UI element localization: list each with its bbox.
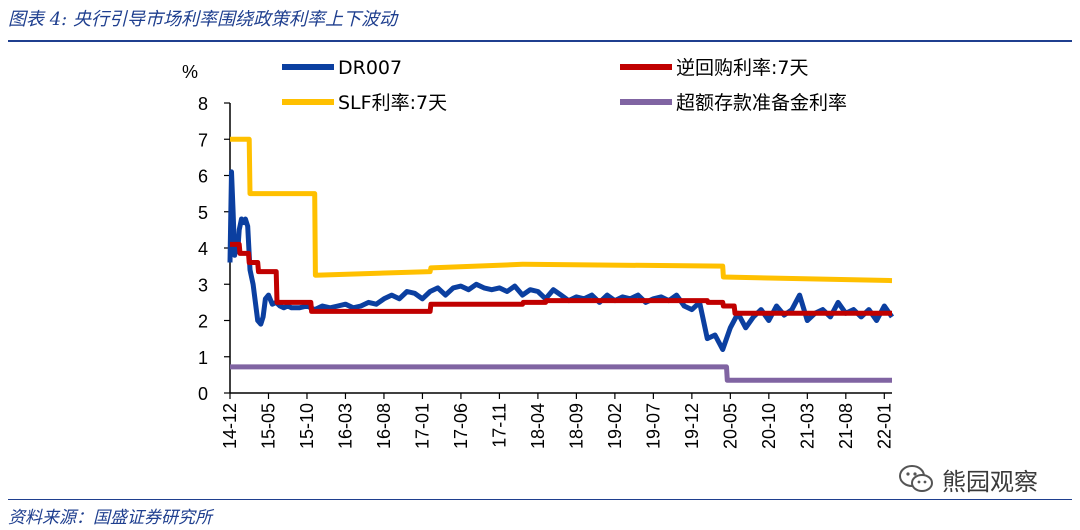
x-tick-label: 17-01 xyxy=(412,403,432,449)
figure-source: 资料来源：国盛证券研究所 xyxy=(8,508,212,528)
legend-label-slf: SLF利率:7天 xyxy=(338,92,447,114)
x-tick-label: 14-12 xyxy=(220,403,240,449)
chart-legend: DR007 逆回购利率:7天 SLF利率:7天 超额存款准备金利率 xyxy=(282,57,847,114)
x-tick-label: 19-07 xyxy=(643,403,663,449)
rate-chart: 0 1 2 3 4 5 6 7 8% 14-12 15-05 15-10 16-03 16-08 17-01… xyxy=(182,57,895,449)
x-tick-label: 18-04 xyxy=(528,403,548,449)
legend-label-reverse_repo: 逆回购利率:7天 xyxy=(676,57,809,79)
legend-label-DR007: DR007 xyxy=(338,57,402,79)
x-tick-label: 19-02 xyxy=(605,403,625,449)
x-tick-label: 16-08 xyxy=(374,403,394,449)
x-tick-label: 15-05 xyxy=(258,403,278,449)
y-tick-label: 0 xyxy=(198,384,208,404)
x-tick-label: 17-11 xyxy=(489,403,509,448)
x-tick-label: 19-12 xyxy=(682,403,702,449)
y-tick-label: 7 xyxy=(198,130,208,150)
x-tick-label: 16-03 xyxy=(335,403,355,449)
watermark: 熊园观察 xyxy=(898,462,1038,496)
x-tick-label: 20-05 xyxy=(720,403,740,449)
y-tick-label: 6 xyxy=(198,167,208,187)
series-line-excess_reserve xyxy=(230,364,892,383)
x-tick-label: 20-10 xyxy=(759,403,779,449)
chart-axes: 0 1 2 3 4 5 6 7 8% 14-12 15-05 15-10 16-03 16-08 17-01… xyxy=(182,62,894,449)
y-tick-label: 2 xyxy=(198,312,208,332)
x-tick-label: 22-01 xyxy=(874,403,894,449)
y-tick-label: 8 xyxy=(198,94,208,114)
x-tick-label: 17-06 xyxy=(451,403,471,449)
x-tick-label: 21-08 xyxy=(836,403,856,449)
x-tick-label: 21-03 xyxy=(797,403,817,449)
y-tick-label: 3 xyxy=(198,275,208,295)
x-tick-label: 18-09 xyxy=(566,403,586,449)
legend-label-excess_reserve: 超额存款准备金利率 xyxy=(676,92,847,114)
chart-series xyxy=(227,136,895,383)
watermark-text: 熊园观察 xyxy=(942,467,1038,496)
wechat-icon xyxy=(899,465,933,492)
bottom-rule xyxy=(8,499,1072,500)
x-tick-label: 15-10 xyxy=(297,403,317,449)
series-line-DR007 xyxy=(227,169,895,352)
title-rule xyxy=(8,40,1072,42)
y-tick-label: 1 xyxy=(198,348,208,368)
y-axis-label: % xyxy=(182,62,198,82)
series-line-slf xyxy=(230,136,893,284)
figure-title: 图表 4: 央行引导市场利率围绕政策利率上下波动 xyxy=(8,9,397,30)
y-tick-label: 4 xyxy=(198,239,208,259)
y-tick-label: 5 xyxy=(198,203,208,223)
series-line-reverse_repo xyxy=(230,241,892,316)
